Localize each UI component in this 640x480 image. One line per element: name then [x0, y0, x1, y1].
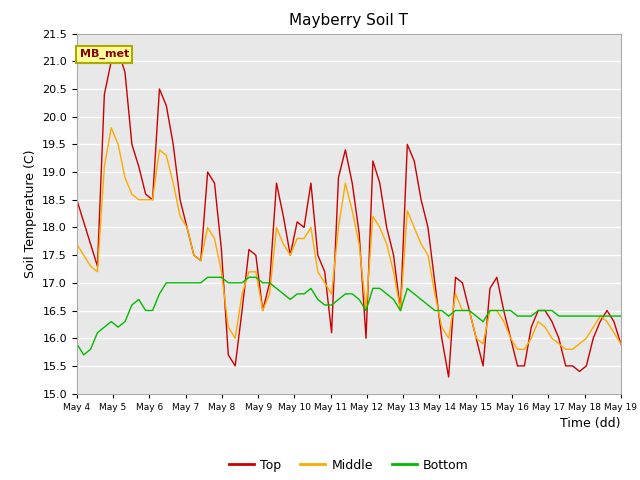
Bottom	[438, 308, 445, 313]
Y-axis label: Soil Temperature (C): Soil Temperature (C)	[24, 149, 36, 278]
Middle	[321, 280, 328, 286]
Top	[431, 280, 438, 286]
Top	[617, 341, 625, 347]
Bottom	[204, 275, 211, 280]
Bottom	[410, 291, 418, 297]
Top	[321, 269, 328, 275]
Middle	[452, 291, 460, 297]
Line: Middle: Middle	[77, 128, 621, 349]
Top	[445, 374, 452, 380]
Top	[73, 197, 81, 203]
Middle	[410, 225, 418, 230]
Title: Mayberry Soil T: Mayberry Soil T	[289, 13, 408, 28]
Bottom	[569, 313, 577, 319]
Bottom	[328, 302, 335, 308]
Bottom	[80, 352, 88, 358]
Middle	[569, 347, 577, 352]
Middle	[108, 125, 115, 131]
Middle	[431, 291, 438, 297]
Bottom	[417, 297, 425, 302]
Top	[403, 142, 411, 147]
Text: MB_met: MB_met	[79, 49, 129, 59]
Top	[569, 363, 577, 369]
Bottom	[73, 341, 81, 347]
Line: Top: Top	[77, 50, 621, 377]
Top	[459, 280, 467, 286]
Top	[410, 158, 418, 164]
X-axis label: Time (dd): Time (dd)	[560, 417, 621, 430]
Legend: Top, Middle, Bottom: Top, Middle, Bottom	[224, 454, 474, 477]
Top	[115, 48, 122, 53]
Middle	[617, 341, 625, 347]
Middle	[73, 241, 81, 247]
Bottom	[617, 313, 625, 319]
Line: Bottom: Bottom	[77, 277, 621, 355]
Middle	[403, 208, 411, 214]
Bottom	[459, 308, 467, 313]
Middle	[514, 347, 522, 352]
